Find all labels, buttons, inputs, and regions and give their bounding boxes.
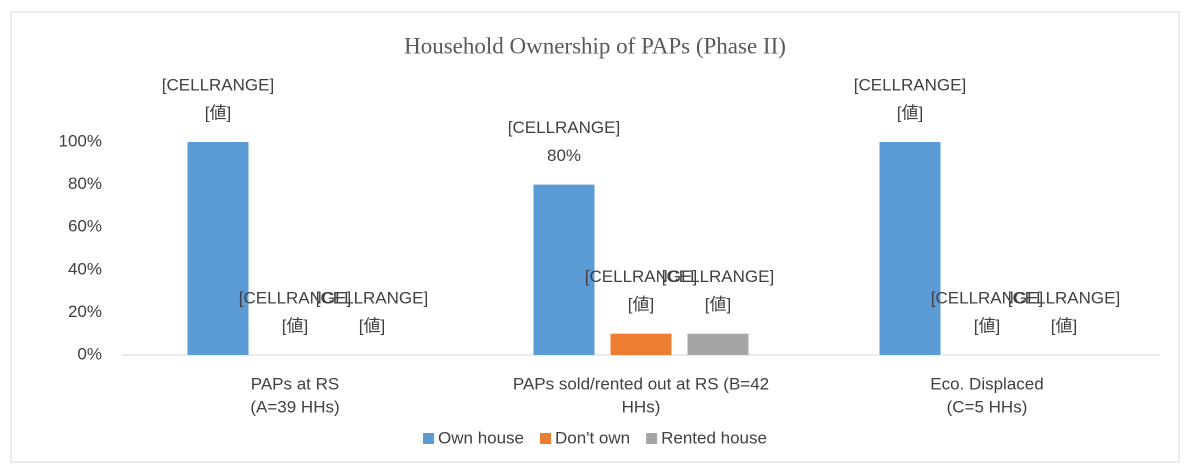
data-label: [CELLRANGE] [854,75,966,94]
legend-label: Rented house [661,428,767,447]
y-tick-label: 60% [68,217,102,236]
data-label: [値] [282,316,308,335]
data-label: [値] [359,316,385,335]
x-tick-label: PAPs sold/rented out at RS (B=42 [513,374,769,393]
data-label: [CELLRANGE] [662,267,774,286]
bar [533,184,595,355]
x-tick-label: PAPs at RS [251,374,340,393]
legend-swatch [423,433,435,444]
data-label: [CELLRANGE] [508,118,620,137]
y-tick-label: 0% [77,344,102,363]
bar [879,142,941,355]
bar [687,333,749,355]
legend-swatch [646,433,658,444]
chart-title: Household Ownership of PAPs (Phase II) [404,33,786,58]
data-label: [CELLRANGE] [1008,288,1120,307]
data-label: [値] [705,295,731,314]
legend-label: Own house [438,428,524,447]
legend-label: Don't own [555,428,630,447]
data-label: [値] [205,103,231,122]
data-label: 80% [547,146,581,165]
data-label: [CELLRANGE] [316,288,428,307]
data-label: [値] [974,316,1000,335]
legend-swatch [540,433,552,444]
bar [187,142,249,355]
data-label: [値] [897,103,923,122]
x-tick-label: (C=5 HHs) [947,397,1028,416]
data-label: [CELLRANGE] [585,267,697,286]
data-label: [値] [1051,316,1077,335]
x-tick-label: HHs) [622,397,661,416]
y-tick-label: 20% [68,302,102,321]
y-tick-label: 80% [68,174,102,193]
data-label: [CELLRANGE] [162,75,274,94]
y-tick-label: 40% [68,259,102,278]
data-label: [CELLRANGE] [931,288,1043,307]
bar [610,333,672,355]
x-tick-label: Eco. Displaced [930,374,1043,393]
y-tick-label: 100% [59,131,102,150]
x-tick-label: (A=39 HHs) [250,397,339,416]
data-label: [値] [628,295,654,314]
data-label: [CELLRANGE] [239,288,351,307]
